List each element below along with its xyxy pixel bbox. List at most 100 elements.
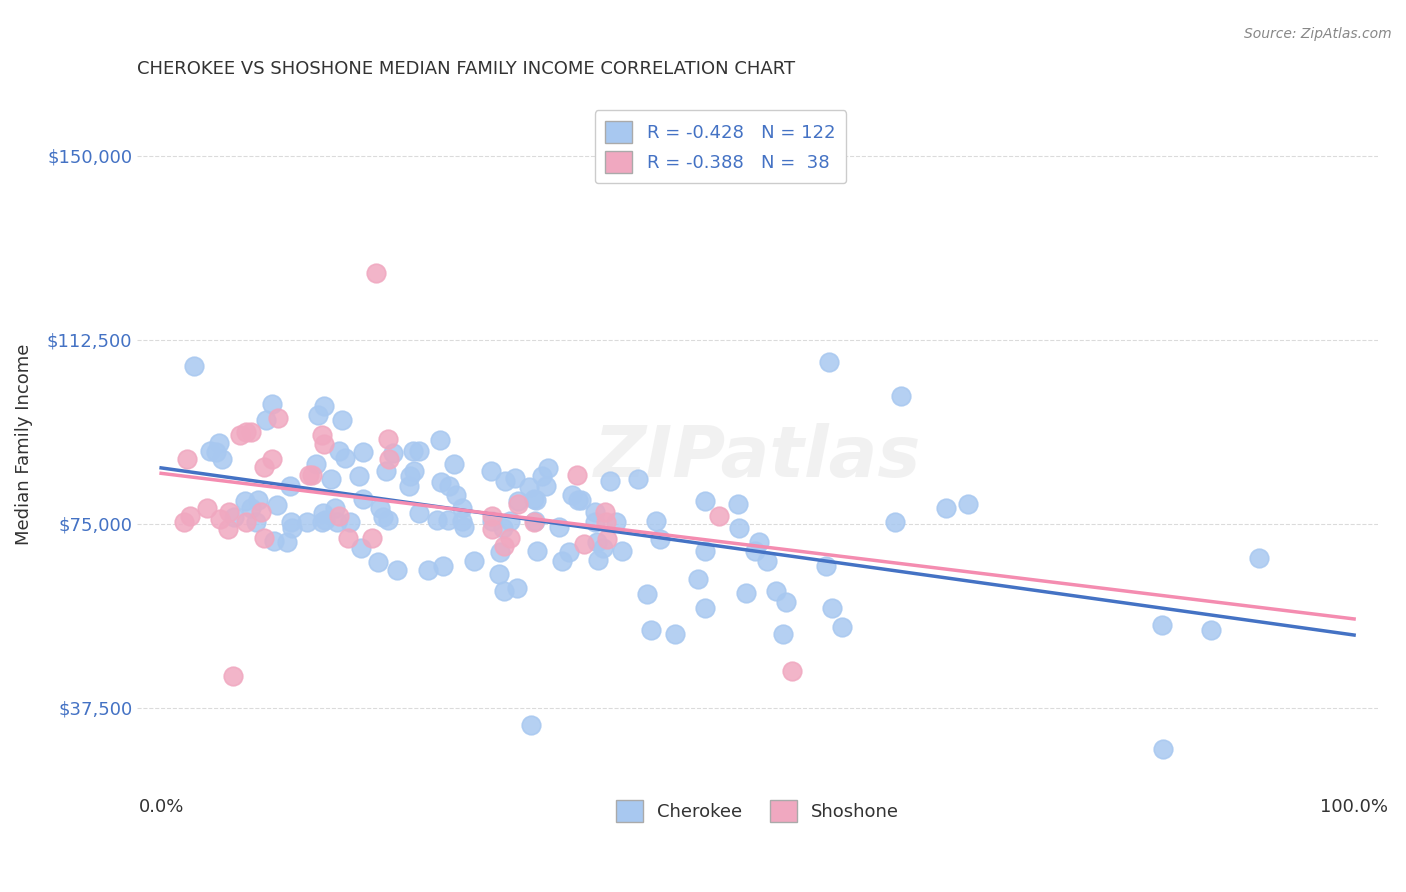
Point — [298, 467, 321, 482]
Point — [200, 443, 222, 458]
Point — [605, 515, 627, 529]
Point — [426, 513, 449, 527]
Y-axis label: Median Family Income: Median Family Income — [15, 343, 32, 545]
Point — [561, 488, 583, 502]
Point — [499, 531, 522, 545]
Point — [246, 492, 269, 507]
Point — [831, 619, 853, 633]
Point — [276, 535, 298, 549]
Point — [446, 488, 468, 502]
Point — [209, 512, 232, 526]
Point — [492, 583, 515, 598]
Point — [328, 508, 350, 523]
Point — [336, 531, 359, 545]
Point — [326, 515, 349, 529]
Point — [523, 491, 546, 506]
Point — [890, 389, 912, 403]
Point — [321, 472, 343, 486]
Point — [377, 452, 399, 467]
Point — [323, 501, 346, 516]
Point — [263, 533, 285, 548]
Point — [727, 496, 749, 510]
Point — [252, 459, 274, 474]
Point — [347, 469, 370, 483]
Point — [526, 544, 548, 558]
Point — [301, 467, 323, 482]
Point — [558, 545, 581, 559]
Point — [586, 535, 609, 549]
Point — [402, 443, 425, 458]
Point — [1152, 742, 1174, 756]
Point — [367, 554, 389, 568]
Point — [364, 267, 387, 281]
Point — [245, 515, 267, 529]
Point — [267, 411, 290, 425]
Point — [280, 479, 302, 493]
Point — [311, 428, 333, 442]
Point — [592, 541, 614, 556]
Point — [821, 600, 844, 615]
Point — [453, 520, 475, 534]
Point — [707, 508, 730, 523]
Point — [463, 554, 485, 568]
Point — [645, 514, 668, 528]
Point — [352, 491, 374, 506]
Point — [305, 457, 328, 471]
Point — [377, 432, 399, 446]
Point — [381, 446, 404, 460]
Point — [775, 595, 797, 609]
Point — [240, 425, 263, 439]
Point — [693, 494, 716, 508]
Point — [627, 472, 650, 486]
Point — [1199, 624, 1222, 638]
Point — [235, 515, 257, 529]
Point — [523, 515, 546, 529]
Point — [371, 510, 394, 524]
Point — [506, 494, 529, 508]
Point — [398, 479, 420, 493]
Point — [312, 506, 335, 520]
Point — [506, 497, 529, 511]
Point — [183, 359, 205, 373]
Point — [432, 559, 454, 574]
Point — [567, 467, 589, 482]
Text: CHEROKEE VS SHOSHONE MEDIAN FAMILY INCOME CORRELATION CHART: CHEROKEE VS SHOSHONE MEDIAN FAMILY INCOM… — [138, 60, 796, 78]
Point — [328, 444, 350, 458]
Point — [524, 492, 547, 507]
Point — [339, 515, 361, 529]
Point — [312, 400, 335, 414]
Point — [260, 452, 283, 467]
Point — [408, 444, 430, 458]
Point — [437, 479, 460, 493]
Point — [437, 513, 460, 527]
Point — [492, 521, 515, 535]
Point — [772, 626, 794, 640]
Point — [481, 522, 503, 536]
Point — [588, 553, 610, 567]
Point — [387, 564, 409, 578]
Point — [218, 505, 240, 519]
Point — [443, 457, 465, 471]
Point — [735, 586, 758, 600]
Point — [350, 541, 373, 556]
Point — [481, 508, 503, 523]
Point — [551, 554, 574, 568]
Point — [956, 496, 979, 510]
Point — [311, 515, 333, 529]
Point — [314, 513, 336, 527]
Point — [239, 501, 262, 516]
Point — [295, 515, 318, 529]
Point — [583, 515, 606, 529]
Point — [883, 515, 905, 529]
Point — [281, 521, 304, 535]
Point — [333, 450, 356, 465]
Point — [596, 532, 619, 546]
Point — [307, 409, 329, 423]
Text: ZIPatlas: ZIPatlas — [593, 424, 921, 492]
Point — [567, 493, 589, 508]
Point — [574, 537, 596, 551]
Point — [450, 501, 472, 516]
Point — [935, 501, 957, 516]
Point — [489, 545, 512, 559]
Point — [235, 425, 257, 439]
